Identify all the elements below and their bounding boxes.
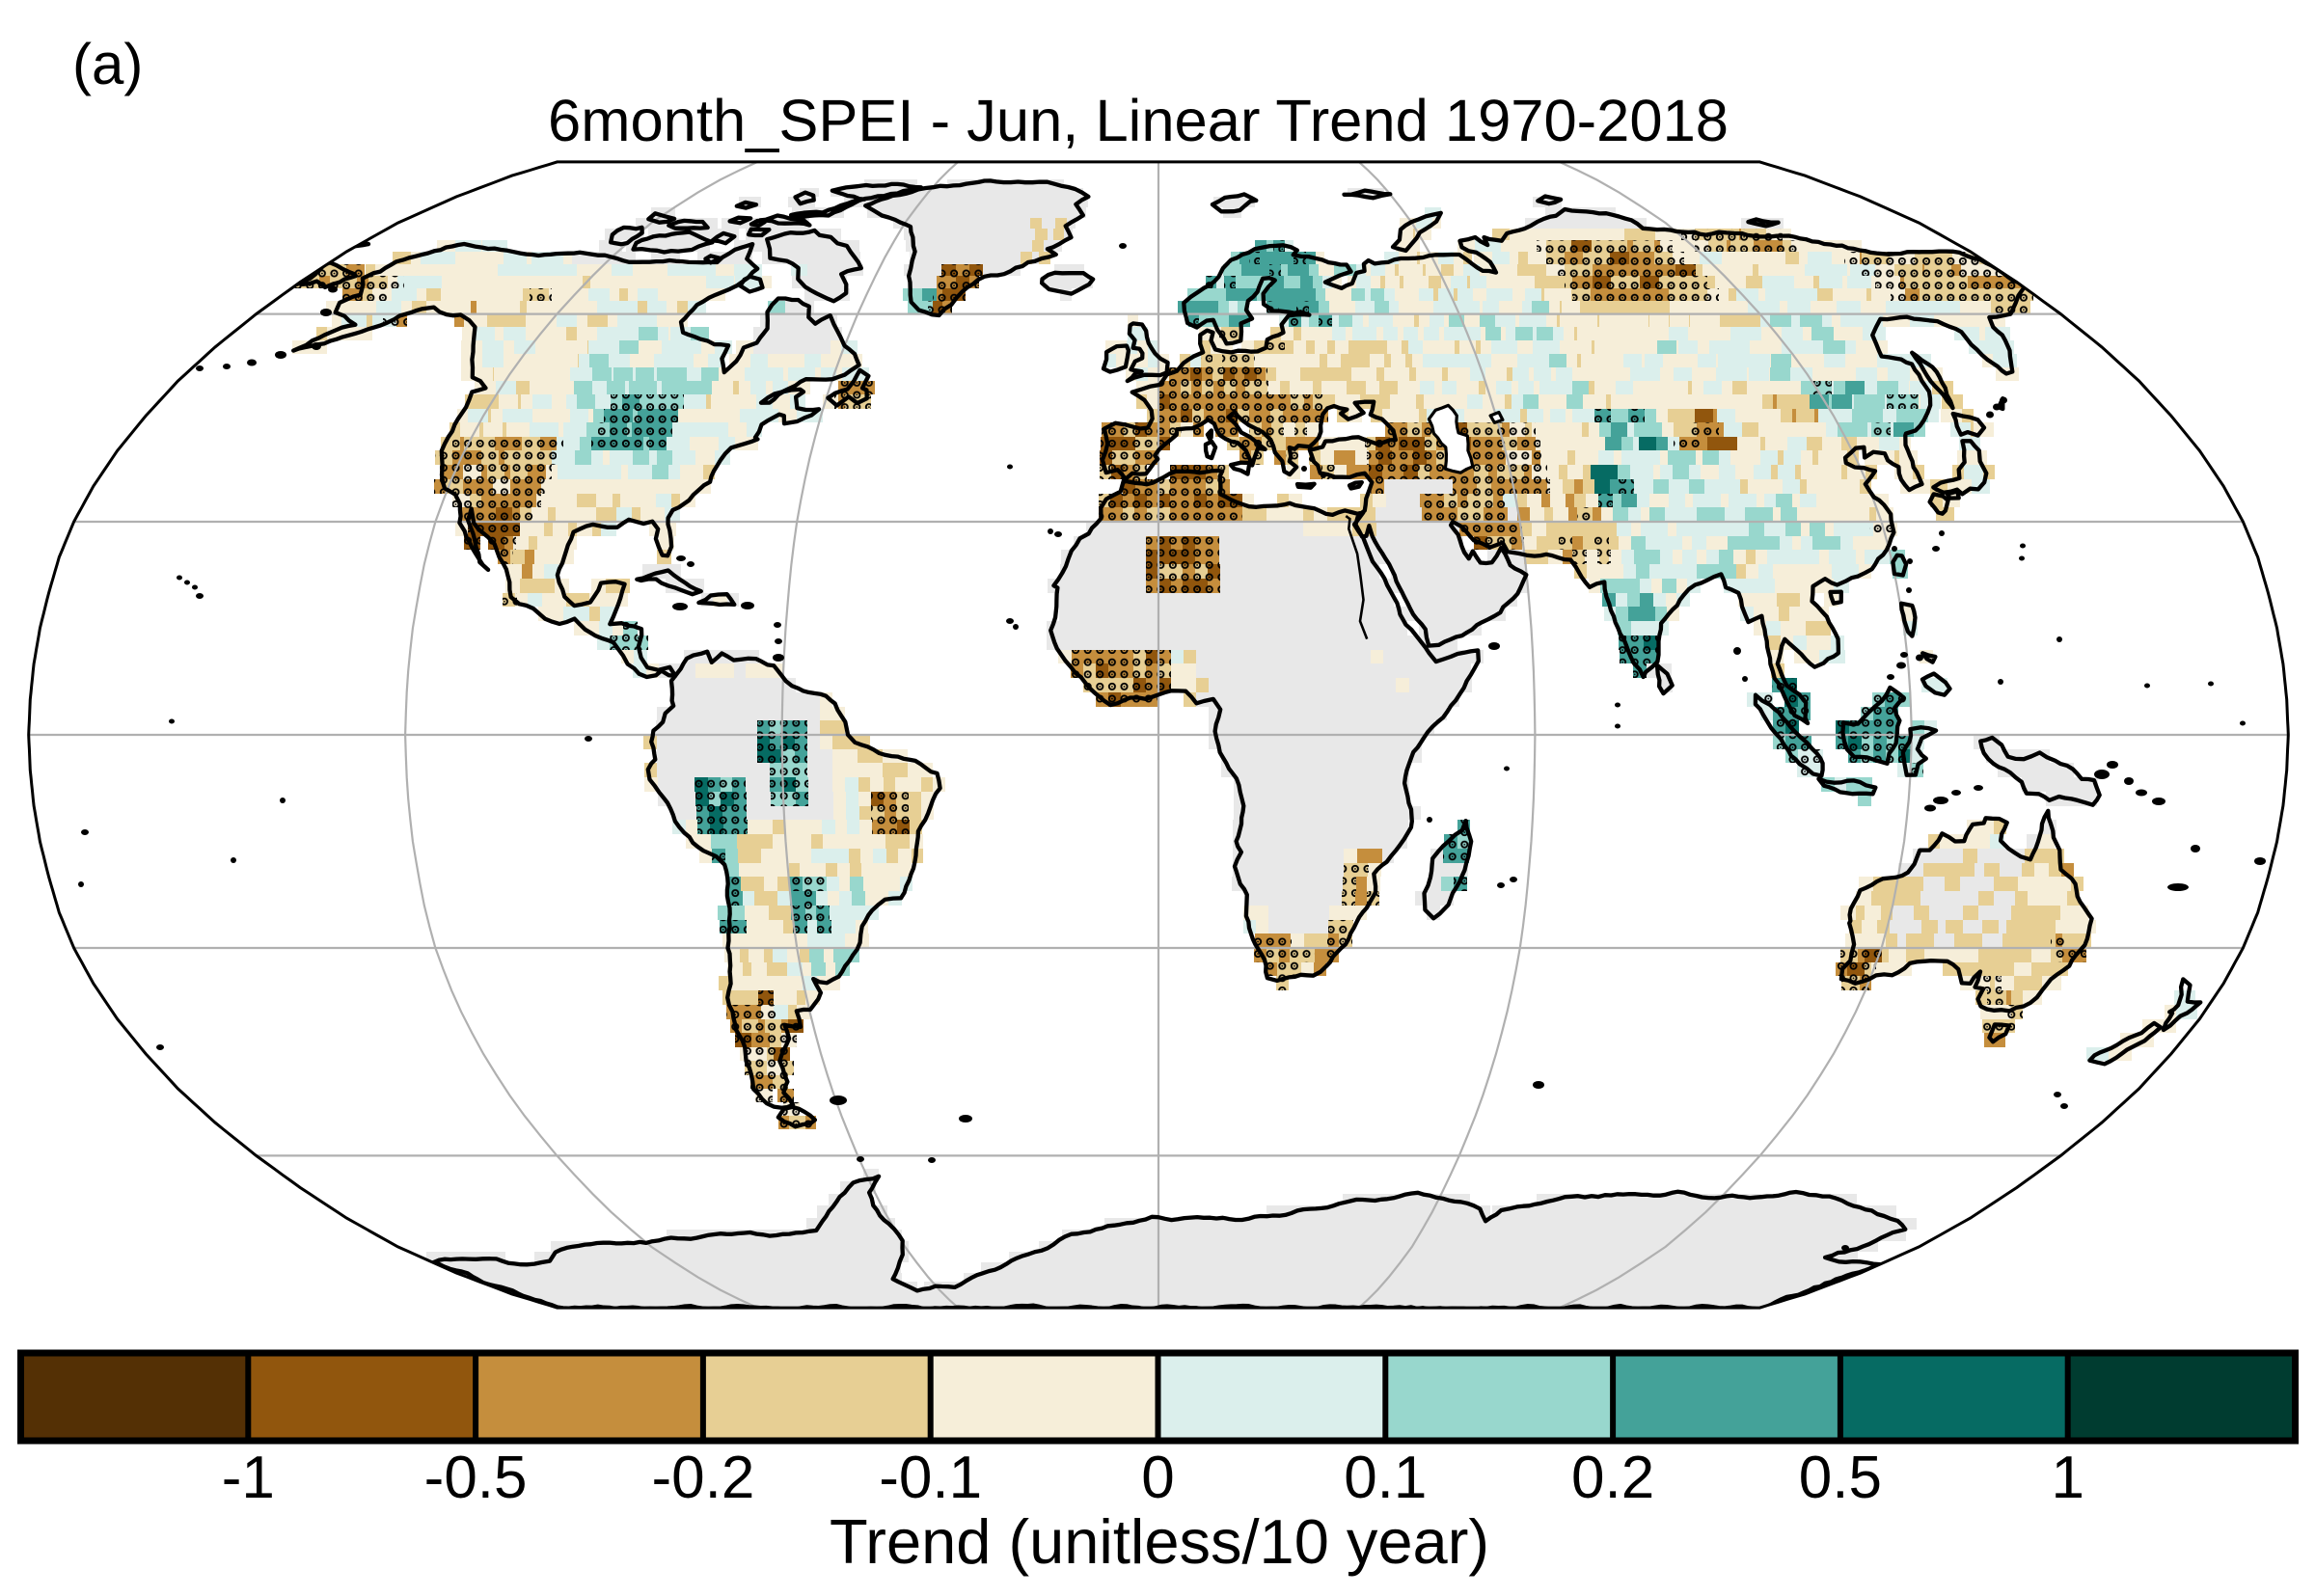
svg-text:0.5: 0.5 (1799, 1445, 1882, 1511)
svg-text:-0.1: -0.1 (879, 1445, 982, 1511)
svg-text:1: 1 (2051, 1445, 2084, 1511)
svg-text:0.2: 0.2 (1571, 1445, 1654, 1511)
svg-text:0: 0 (1141, 1445, 1174, 1511)
svg-text:-1: -1 (222, 1445, 275, 1511)
svg-text:6month_SPEI - Jun, Linear Tren: 6month_SPEI - Jun, Linear Trend 1970-201… (548, 88, 1729, 154)
svg-text:(a): (a) (72, 32, 143, 96)
svg-text:Trend (unitless/10 year): Trend (unitless/10 year) (830, 1506, 1489, 1577)
svg-text:-0.2: -0.2 (651, 1445, 754, 1511)
svg-text:0.1: 0.1 (1344, 1445, 1427, 1511)
svg-text:-0.5: -0.5 (424, 1445, 528, 1511)
